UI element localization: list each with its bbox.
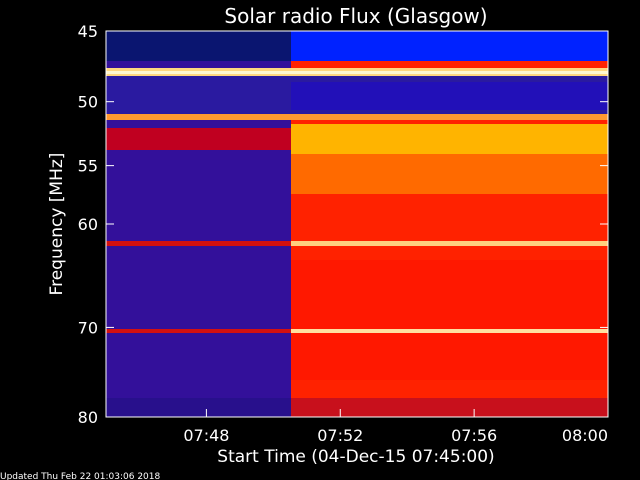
prelines-red	[106, 128, 291, 150]
plot-area	[105, 30, 609, 418]
line-64-5-post	[291, 241, 608, 246]
band-bottom-post	[291, 398, 608, 417]
burst-deep	[291, 260, 608, 380]
x-tick-label: 07:48	[183, 426, 229, 445]
line-52-5	[106, 114, 608, 120]
y-tick-label: 55	[78, 157, 98, 176]
line-48-8-core	[106, 71, 608, 74]
y-axis-label: Frequency [MHz]	[47, 153, 67, 296]
x-tick-label: 08:00	[562, 426, 608, 445]
y-tick-label: 70	[78, 318, 98, 337]
x-axis: 07:48 07:52 07:56 08:00	[183, 409, 609, 445]
burst-peak	[291, 124, 608, 154]
x-tick-label: 07:56	[451, 426, 497, 445]
y-axis: 45 50 55 60 70 80	[78, 22, 608, 427]
band-top-post	[291, 31, 608, 61]
band-top-pre	[106, 31, 291, 61]
line-72-post	[291, 329, 608, 333]
y-tick-label: 60	[78, 215, 98, 234]
burst-orange	[291, 154, 608, 194]
x-axis-label: Start Time (04-Dec-15 07:45:00)	[217, 447, 494, 467]
y-tick-label: 50	[78, 93, 98, 112]
y-tick-label: 45	[78, 22, 98, 41]
band-mid-blue-post	[291, 82, 608, 110]
x-tick-label: 07:52	[317, 426, 363, 445]
update-footer: Updated Thu Feb 22 01:03:06 2018	[0, 472, 161, 480]
y-tick-label: 80	[78, 408, 98, 427]
chart-title: Solar radio Flux (Glasgow)	[224, 4, 487, 28]
